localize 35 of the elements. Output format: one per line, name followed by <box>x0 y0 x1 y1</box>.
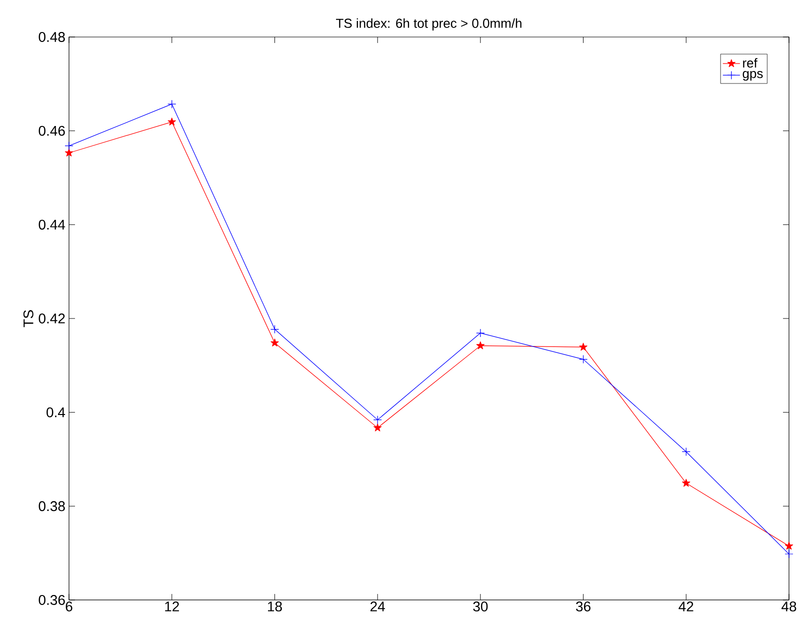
y-tick-label: 0.44 <box>38 220 66 230</box>
y-tick-label: 0.36 <box>38 595 65 605</box>
x-tick-label: 30 <box>473 602 488 612</box>
x-tick-label: 12 <box>165 602 179 612</box>
point <box>784 550 794 558</box>
y-tick-label: 0.38 <box>38 501 65 512</box>
point <box>64 142 74 150</box>
point <box>578 355 588 364</box>
y-axis-title: TS <box>23 310 34 328</box>
y-tick-label: 0.42 <box>38 314 65 324</box>
point <box>168 118 176 126</box>
x-tick-label: 42 <box>678 602 694 612</box>
point <box>476 328 485 338</box>
x-tick-label: 6 <box>66 602 72 612</box>
point <box>682 478 690 487</box>
point <box>476 341 485 350</box>
legend-label: ref <box>743 58 758 68</box>
x-tick-label: 18 <box>268 602 282 612</box>
x-tick-label: 36 <box>576 602 590 612</box>
point <box>373 416 382 424</box>
x-tick-label: 24 <box>370 602 385 612</box>
point <box>373 424 382 432</box>
y-tick-label: 0.4 <box>46 407 66 418</box>
point <box>682 447 690 456</box>
legend-label: gps <box>742 70 763 81</box>
point <box>270 324 280 334</box>
point <box>270 338 279 346</box>
chart-title: TS index: 6h tot prec > 0.0mm/h <box>336 18 522 30</box>
point <box>64 148 74 156</box>
point <box>168 100 176 108</box>
point <box>579 342 588 351</box>
y-tick-label: 0.46 <box>38 126 65 136</box>
y-tick-label: 0.48 <box>38 32 65 42</box>
x-tick-label: 48 <box>782 602 796 612</box>
point <box>784 542 794 550</box>
